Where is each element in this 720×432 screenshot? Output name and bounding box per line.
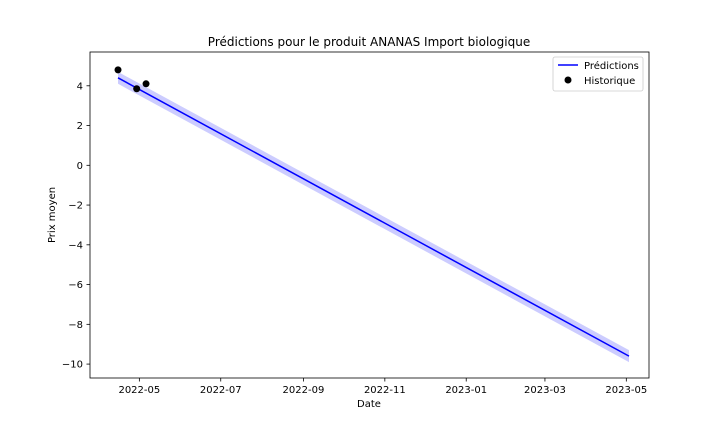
x-tick-label: 2022-07 bbox=[200, 385, 242, 396]
y-tick-label: −8 bbox=[68, 320, 83, 331]
x-axis-title: Date bbox=[357, 399, 381, 410]
legend-label-predictions: Prédictions bbox=[584, 60, 639, 72]
x-tick-label: 2023-01 bbox=[445, 385, 487, 396]
x-tick-label: 2023-05 bbox=[605, 385, 647, 396]
legend-label-historique: Historique bbox=[584, 76, 635, 87]
legend-swatch-historique bbox=[564, 76, 572, 84]
history-point bbox=[142, 80, 150, 88]
y-tick-label: −2 bbox=[68, 201, 83, 212]
y-tick-label: 4 bbox=[77, 81, 83, 92]
x-tick-label: 2022-11 bbox=[364, 385, 406, 396]
y-tick-label: −10 bbox=[62, 360, 83, 371]
y-ticks: −10 −8 −6 −4 −2 0 2 4 bbox=[62, 81, 90, 371]
plot-frame bbox=[89, 51, 650, 379]
y-tick-label: −4 bbox=[68, 240, 83, 251]
x-tick-label: 2022-09 bbox=[283, 385, 325, 396]
history-point bbox=[114, 66, 122, 74]
history-point bbox=[133, 85, 141, 93]
x-tick-label: 2022-05 bbox=[118, 385, 160, 396]
y-tick-label: 2 bbox=[77, 121, 83, 132]
chart-title: Prédictions pour le produit ANANAS Impor… bbox=[208, 35, 530, 49]
history-points-layer bbox=[114, 66, 150, 93]
x-ticks: 2022-05 2022-07 2022-09 2022-11 2023-01 2023-… bbox=[118, 378, 647, 396]
y-tick-label: −6 bbox=[68, 280, 83, 291]
legend: Prédictions Historique bbox=[552, 56, 644, 92]
x-tick-label: 2023-03 bbox=[524, 385, 566, 396]
y-tick-label: 0 bbox=[77, 161, 83, 172]
prediction-line bbox=[117, 77, 630, 357]
y-axis-title: Prix moyen bbox=[47, 187, 58, 243]
prediction-line-layer bbox=[117, 77, 630, 357]
